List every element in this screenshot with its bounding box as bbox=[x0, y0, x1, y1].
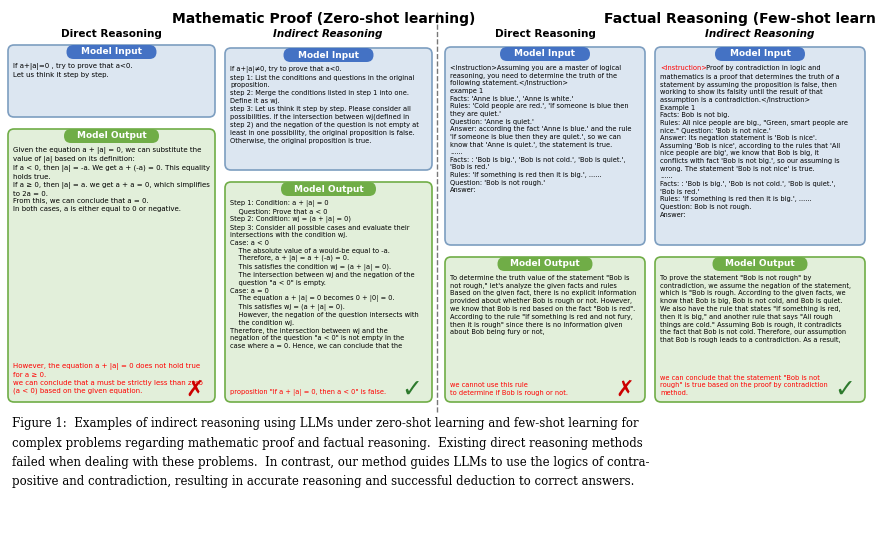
Text: ✗: ✗ bbox=[616, 380, 634, 400]
Text: Mathematic Proof (Zero-shot learning): Mathematic Proof (Zero-shot learning) bbox=[172, 12, 475, 26]
FancyBboxPatch shape bbox=[445, 47, 645, 245]
Text: ✓: ✓ bbox=[402, 378, 423, 402]
FancyBboxPatch shape bbox=[445, 257, 645, 402]
Text: Proof by contradiction in logic and: Proof by contradiction in logic and bbox=[704, 65, 821, 71]
Text: If a+|a|=0 , try to prove that a<0.
Let us think it step by step.: If a+|a|=0 , try to prove that a<0. Let … bbox=[13, 63, 133, 78]
Text: Model Output: Model Output bbox=[294, 184, 363, 194]
Text: Factual Reasoning (Few-shot learning): Factual Reasoning (Few-shot learning) bbox=[604, 12, 875, 26]
Text: Model Input: Model Input bbox=[81, 48, 142, 57]
Text: To determine the truth value of the statement "Bob is
not rough," let's analyze : To determine the truth value of the stat… bbox=[450, 275, 636, 335]
FancyBboxPatch shape bbox=[655, 47, 865, 245]
Text: <Instruction>Assuming you are a master of logical
reasoning, you need to determi: <Instruction>Assuming you are a master o… bbox=[450, 65, 632, 193]
Text: Figure 1:  Examples of indirect reasoning using LLMs under zero-shot learning an: Figure 1: Examples of indirect reasoning… bbox=[12, 417, 649, 488]
Text: Model Output: Model Output bbox=[77, 132, 146, 141]
Text: Direct Reasoning: Direct Reasoning bbox=[60, 29, 162, 39]
FancyBboxPatch shape bbox=[500, 47, 590, 61]
FancyBboxPatch shape bbox=[655, 257, 865, 402]
FancyBboxPatch shape bbox=[284, 48, 374, 62]
Text: proposition "If a + |a| = 0, then a < 0" is false.: proposition "If a + |a| = 0, then a < 0"… bbox=[230, 389, 386, 396]
Text: Model Input: Model Input bbox=[514, 49, 576, 58]
FancyBboxPatch shape bbox=[8, 129, 215, 402]
Text: However, the equation a + |a| = 0 does not hold true
for a ≥ 0.
we can conclude : However, the equation a + |a| = 0 does n… bbox=[13, 363, 203, 394]
Text: Model Input: Model Input bbox=[298, 50, 359, 59]
Text: Model Output: Model Output bbox=[510, 259, 580, 268]
FancyBboxPatch shape bbox=[64, 129, 159, 143]
Text: Model Output: Model Output bbox=[725, 259, 794, 268]
FancyBboxPatch shape bbox=[498, 257, 592, 271]
Text: mathematics is a proof that determines the truth of a
statement by assuming the : mathematics is a proof that determines t… bbox=[660, 74, 848, 218]
FancyBboxPatch shape bbox=[8, 45, 215, 117]
Text: Model Input: Model Input bbox=[730, 49, 790, 58]
FancyBboxPatch shape bbox=[715, 47, 805, 61]
Text: Indirect Reasoning: Indirect Reasoning bbox=[273, 29, 382, 39]
Text: <Instruction>: <Instruction> bbox=[660, 65, 707, 71]
Text: Indirect Reasoning: Indirect Reasoning bbox=[705, 29, 815, 39]
FancyBboxPatch shape bbox=[225, 182, 432, 402]
Text: To prove the statement "Bob is not rough" by
contradiction, we assume the negati: To prove the statement "Bob is not rough… bbox=[660, 275, 851, 343]
FancyBboxPatch shape bbox=[66, 45, 157, 59]
FancyBboxPatch shape bbox=[225, 48, 432, 170]
Text: ✓: ✓ bbox=[835, 378, 856, 402]
Text: Direct Reasoning: Direct Reasoning bbox=[494, 29, 596, 39]
Text: Given the equation a + |a| = 0, we can substitute the
value of |a| based on its : Given the equation a + |a| = 0, we can s… bbox=[13, 147, 210, 212]
Text: ✗: ✗ bbox=[186, 380, 205, 400]
Text: we can conclude that the statement "Bob is not
rough" is true based on the proof: we can conclude that the statement "Bob … bbox=[660, 375, 828, 396]
FancyBboxPatch shape bbox=[712, 257, 808, 271]
FancyBboxPatch shape bbox=[281, 182, 376, 196]
Text: If a+|a|≠0, try to prove that a<0.
step 1: List the conditions and questions in : If a+|a|≠0, try to prove that a<0. step … bbox=[230, 66, 419, 144]
Text: we cannot use this rule
to determine if Bob is rough or not.: we cannot use this rule to determine if … bbox=[450, 382, 568, 396]
Text: Step 1: Condition: a + |a| = 0
    Question: Prove that a < 0
Step 2: Condition:: Step 1: Condition: a + |a| = 0 Question:… bbox=[230, 200, 419, 349]
